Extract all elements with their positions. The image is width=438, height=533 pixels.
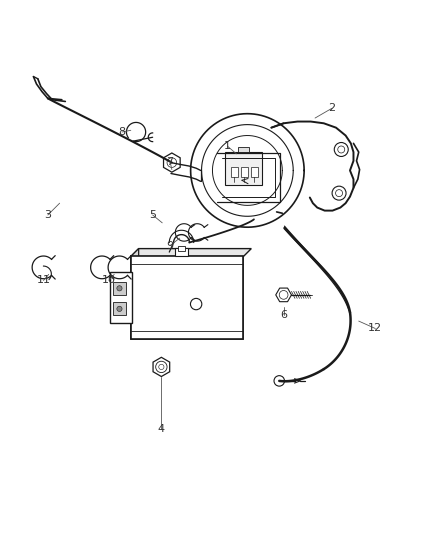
Bar [113, 302, 126, 316]
Text: 12: 12 [368, 324, 382, 334]
Polygon shape [131, 248, 139, 338]
Circle shape [334, 142, 348, 157]
Text: 5: 5 [149, 210, 156, 220]
Text: 2: 2 [328, 103, 335, 114]
Bar [238, 147, 249, 152]
Text: 4: 4 [158, 424, 165, 434]
Bar [110, 272, 132, 323]
Bar [113, 282, 126, 295]
Circle shape [332, 186, 346, 200]
Bar [230, 167, 237, 177]
Text: 7: 7 [166, 157, 173, 167]
Text: 9: 9 [166, 240, 173, 251]
Polygon shape [276, 288, 291, 302]
Text: 1: 1 [224, 141, 231, 151]
Polygon shape [153, 357, 170, 376]
Polygon shape [163, 153, 180, 172]
Bar [178, 246, 185, 251]
Text: 3: 3 [44, 210, 51, 220]
Circle shape [274, 376, 285, 386]
Circle shape [117, 306, 122, 311]
Bar [251, 167, 258, 177]
Bar [240, 167, 247, 177]
Bar [131, 256, 244, 338]
Circle shape [117, 286, 122, 291]
Polygon shape [131, 248, 251, 256]
Bar [225, 152, 262, 184]
Bar [131, 256, 244, 338]
Text: 10: 10 [102, 276, 116, 286]
Text: 11: 11 [36, 276, 50, 286]
Text: 6: 6 [280, 310, 287, 320]
Text: 8: 8 [119, 127, 126, 137]
Bar [175, 248, 188, 256]
